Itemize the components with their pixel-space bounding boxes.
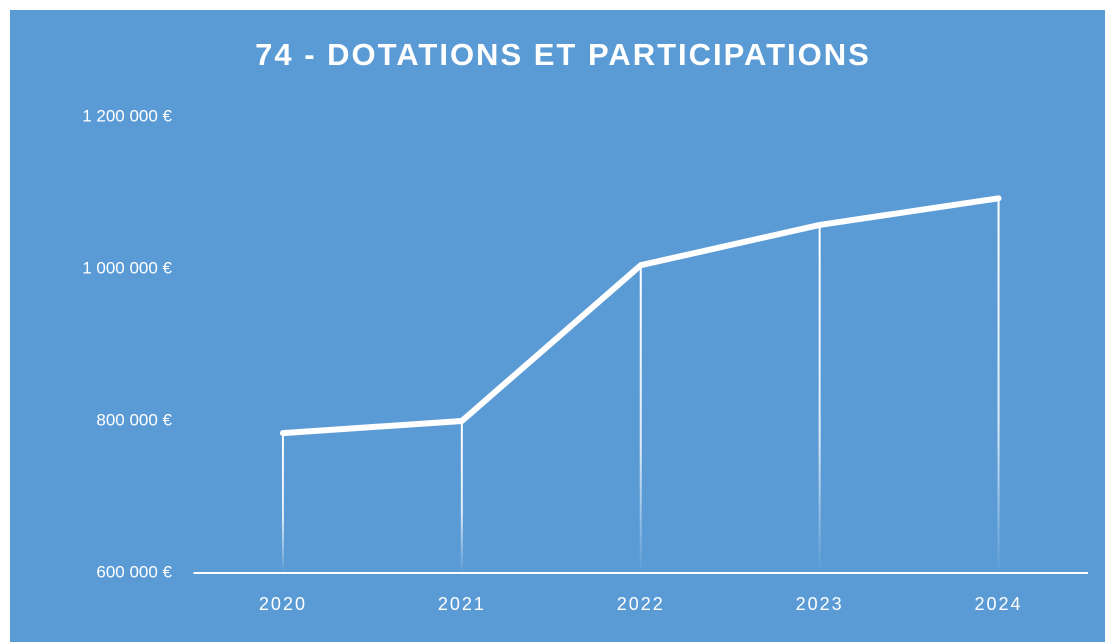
drop-line (460, 421, 463, 573)
data-line (279, 195, 1002, 437)
drop-line (281, 433, 284, 573)
y-tick-label: 600 000 € (96, 562, 172, 581)
chart-background (10, 10, 1105, 642)
drop-line (997, 198, 1000, 573)
chart-title: 74 - DOTATIONS ET PARTICIPATIONS (255, 37, 871, 72)
y-tick-label: 1 000 000 € (82, 258, 172, 277)
x-tick-label: 2022 (617, 594, 665, 614)
x-tick-label: 2024 (975, 594, 1023, 614)
drop-line (818, 224, 821, 574)
drop-line (639, 265, 642, 573)
x-tick-label: 2023 (796, 594, 844, 614)
x-tick-label: 2020 (259, 594, 307, 614)
x-tick-label: 2021 (438, 594, 486, 614)
y-tick-label: 1 200 000 € (82, 106, 172, 125)
y-tick-label: 800 000 € (96, 410, 172, 429)
